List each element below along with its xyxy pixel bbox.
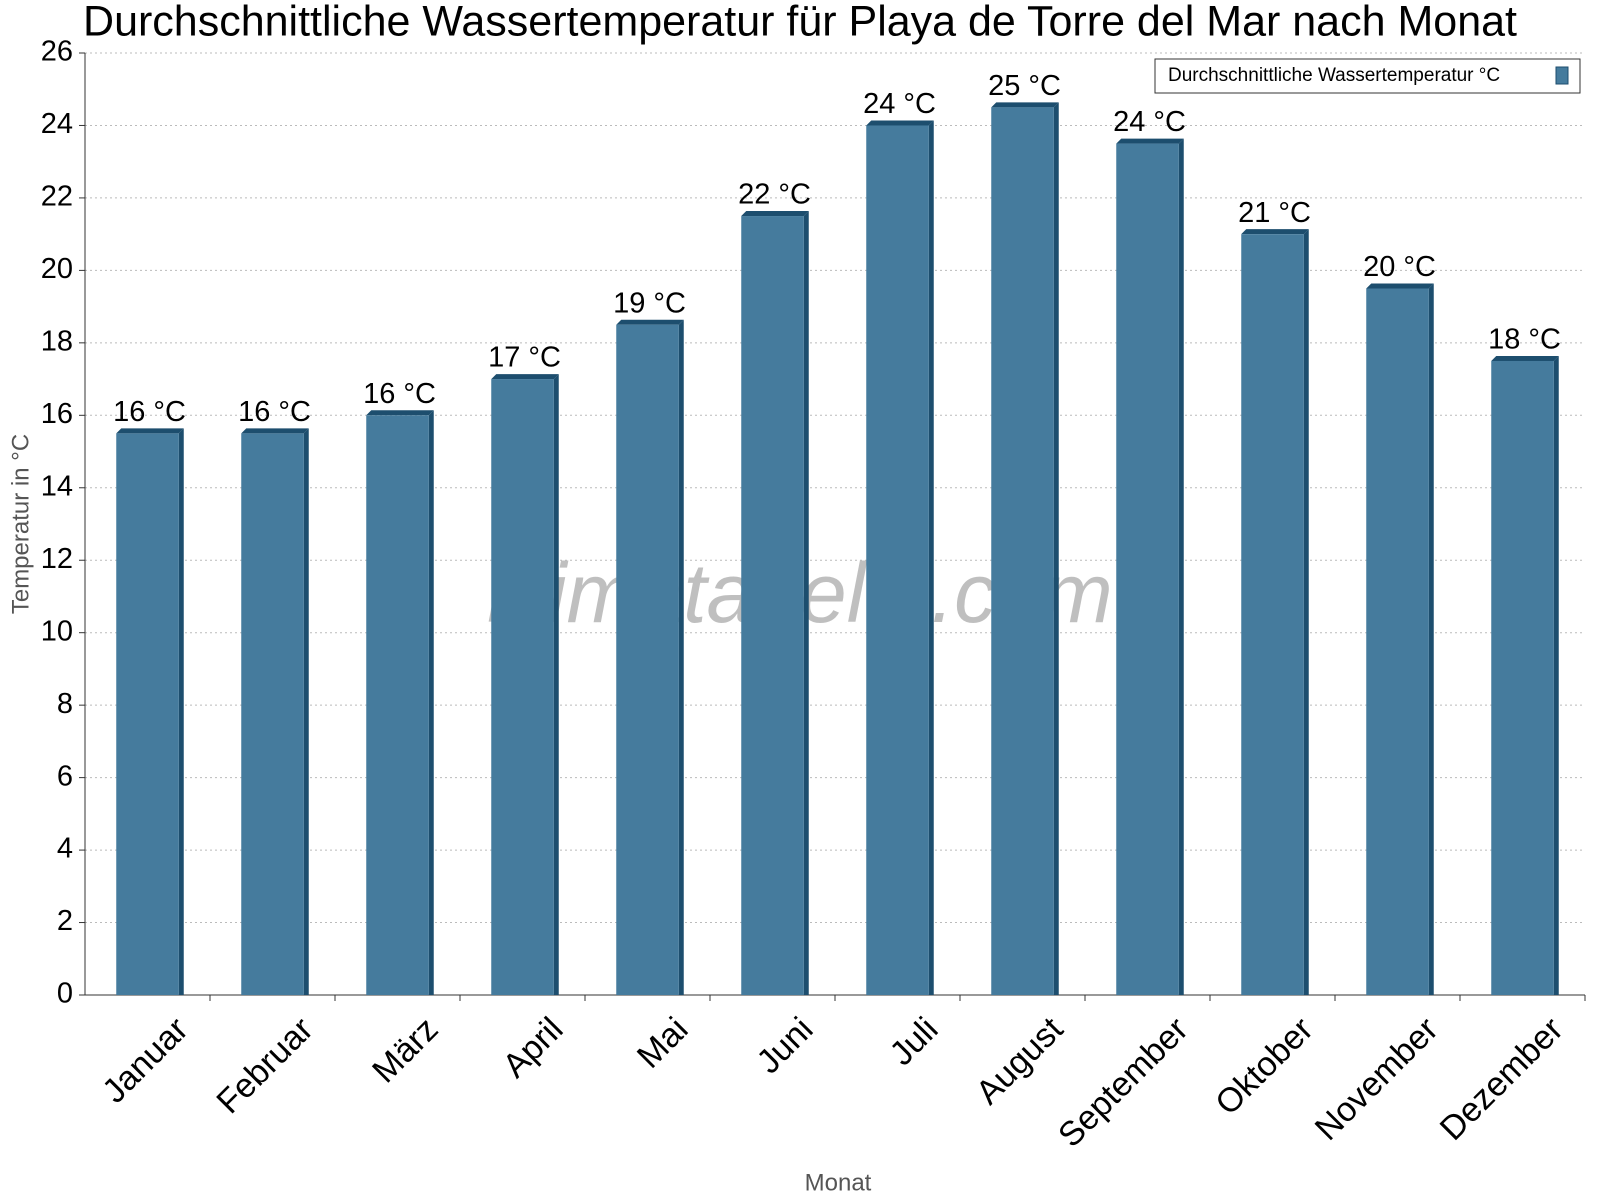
x-tick-label: Juli [883, 1010, 946, 1073]
y-tick-label: 4 [57, 833, 73, 865]
bar-side [303, 428, 309, 995]
bar-top [616, 319, 684, 325]
legend-label: Durchschnittliche Wassertemperatur °C [1168, 65, 1500, 86]
value-label: 16 °C [363, 378, 436, 410]
bar-top [1116, 138, 1184, 144]
bar [1116, 143, 1179, 996]
y-tick-label: 14 [41, 470, 73, 502]
bar [116, 433, 179, 995]
y-tick-label: 10 [41, 615, 73, 647]
bar-side [1303, 229, 1309, 996]
y-tick-label: 20 [41, 253, 73, 285]
bar-side [428, 410, 434, 995]
bar [616, 324, 679, 995]
x-tick-label: Mai [630, 1010, 696, 1076]
x-tick-label: März [365, 1010, 445, 1090]
bar-side [678, 319, 684, 995]
bar [741, 216, 804, 996]
bar-top [741, 211, 809, 217]
bar [1491, 360, 1554, 995]
bar-top [491, 374, 559, 380]
x-tick-label: September [1051, 1010, 1195, 1154]
y-tick-label: 12 [41, 543, 73, 575]
y-tick-label: 2 [57, 905, 73, 937]
y-tick-label: 8 [57, 688, 73, 720]
bar [1366, 288, 1429, 995]
bar [366, 415, 429, 995]
bar-top [116, 428, 184, 434]
value-label: 17 °C [488, 342, 561, 374]
bar-top [866, 120, 934, 126]
y-tick-label: 0 [57, 978, 73, 1010]
bar-top [991, 102, 1059, 108]
y-tick-label: 6 [57, 760, 73, 792]
y-axis-title: Temperatur in °C [7, 434, 34, 614]
x-tick-label: November [1308, 1010, 1446, 1148]
value-label: 16 °C [113, 396, 186, 428]
y-tick-label: 26 [41, 36, 73, 68]
bar-side [1428, 283, 1434, 995]
y-tick-label: 18 [41, 326, 73, 358]
bar [866, 125, 929, 995]
bar-side [1053, 102, 1059, 996]
x-tick-label: Oktober [1208, 1010, 1320, 1122]
value-label: 18 °C [1488, 324, 1561, 356]
value-label: 25 °C [988, 70, 1061, 102]
x-axis-title: Monat [805, 1169, 872, 1196]
value-label: 16 °C [238, 396, 311, 428]
bar [1241, 234, 1304, 996]
bar-side [1553, 355, 1559, 995]
legend-box [1154, 58, 1581, 94]
x-tick-label: Januar [95, 1010, 195, 1110]
bar-top [1491, 355, 1559, 361]
legend: Durchschnittliche Wassertemperatur °C [1154, 58, 1581, 94]
x-tick-label: Juni [750, 1010, 821, 1081]
bar-side [178, 428, 184, 995]
bar-top [1241, 229, 1309, 235]
y-tick-label: 22 [41, 181, 73, 213]
bar [491, 379, 554, 996]
x-tick-label: April [496, 1010, 571, 1085]
value-label: 20 °C [1363, 251, 1436, 283]
bar-side [928, 120, 934, 995]
y-tick-label: 16 [41, 398, 73, 430]
bar-top [1366, 283, 1434, 289]
value-label: 19 °C [613, 287, 686, 319]
x-tick-label: Februar [209, 1010, 320, 1121]
value-label: 21 °C [1238, 197, 1311, 229]
bar [991, 107, 1054, 996]
bar-top [241, 428, 309, 434]
bar-side [553, 374, 559, 996]
x-tick-label: Dezember [1433, 1010, 1571, 1148]
bar [241, 433, 304, 995]
value-label: 24 °C [863, 88, 936, 120]
bar-side [1178, 138, 1184, 996]
x-tick-label: August [969, 1010, 1071, 1112]
chart-title: Durchschnittliche Wassertemperatur für P… [83, 0, 1517, 45]
value-label: 24 °C [1113, 106, 1186, 138]
y-tick-label: 24 [41, 108, 73, 140]
value-label: 22 °C [738, 179, 811, 211]
legend-swatch [1555, 66, 1569, 85]
bar-side [803, 211, 809, 996]
bar-top [366, 410, 434, 416]
